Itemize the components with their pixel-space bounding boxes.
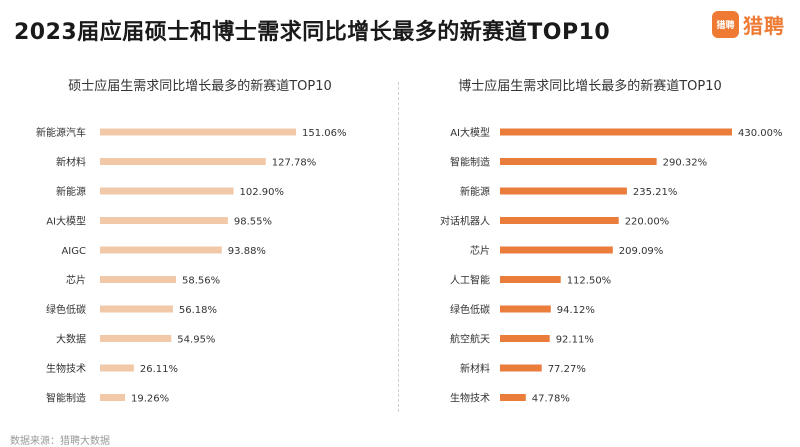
left-bar bbox=[100, 158, 266, 165]
left-category-label: 新能源汽车 bbox=[36, 126, 86, 139]
left-category-label: 新能源 bbox=[56, 185, 86, 198]
page-title: 2023届应届硕士和博士需求同比增长最多的新赛道TOP10 bbox=[14, 20, 611, 45]
left-category-label: 智能制造 bbox=[46, 392, 86, 405]
left-category-label: AIGC bbox=[61, 246, 86, 257]
left-bar bbox=[100, 128, 296, 136]
right-category-label: AI大模型 bbox=[450, 126, 490, 139]
right-category-label: 新材料 bbox=[460, 362, 490, 375]
right-bar bbox=[500, 276, 561, 283]
right-category-label: 智能制造 bbox=[450, 156, 490, 169]
left-category-label: AI大模型 bbox=[46, 215, 86, 228]
liepin-logo-icon: 猎聘 bbox=[712, 11, 739, 38]
left-category-label: 芯片 bbox=[66, 274, 86, 287]
left-value-label: 56.18% bbox=[179, 305, 217, 316]
right-bar bbox=[500, 305, 551, 313]
right-bar bbox=[500, 217, 619, 224]
left-bar bbox=[100, 276, 176, 283]
right-category-label: 新能源 bbox=[460, 185, 490, 198]
right-bar bbox=[500, 364, 542, 372]
left-value-label: 19.26% bbox=[131, 394, 169, 405]
right-value-label: 47.78% bbox=[532, 394, 570, 405]
right-category-label: 生物技术 bbox=[450, 392, 490, 405]
left-value-label: 58.56% bbox=[182, 276, 220, 287]
right-chart-title: 博士应届生需求同比增长最多的新赛道TOP10 bbox=[458, 78, 722, 94]
liepin-logo: 猎聘 猎聘 bbox=[712, 10, 785, 39]
right-value-label: 94.12% bbox=[557, 305, 595, 316]
left-bar bbox=[100, 187, 234, 195]
left-bar bbox=[100, 364, 134, 372]
chart-divider bbox=[398, 82, 399, 412]
data-source-note: 数据来源：猎聘大数据 bbox=[10, 436, 110, 447]
left-value-label: 93.88% bbox=[228, 246, 266, 257]
left-bar bbox=[100, 305, 173, 313]
right-category-label: 人工智能 bbox=[450, 274, 490, 287]
right-category-label: 航空航天 bbox=[450, 333, 490, 346]
right-value-label: 92.11% bbox=[556, 335, 594, 346]
right-category-label: 芯片 bbox=[470, 244, 490, 257]
left-bar bbox=[100, 217, 228, 224]
right-value-label: 77.27% bbox=[548, 364, 586, 375]
left-value-label: 54.95% bbox=[177, 335, 215, 346]
left-bar bbox=[100, 335, 172, 342]
left-category-label: 生物技术 bbox=[46, 362, 86, 375]
right-category-label: 绿色低碳 bbox=[450, 303, 490, 316]
left-value-label: 26.11% bbox=[140, 364, 178, 375]
right-bar bbox=[500, 187, 627, 195]
right-value-label: 430.00% bbox=[738, 128, 783, 139]
right-value-label: 209.09% bbox=[619, 246, 664, 257]
left-category-label: 大数据 bbox=[56, 333, 86, 346]
left-value-label: 127.78% bbox=[272, 158, 317, 169]
left-value-label: 102.90% bbox=[240, 187, 285, 198]
right-chart-doctors: 博士应届生需求同比增长最多的新赛道TOP10 AI大模型 430.00% 智能制造 2… bbox=[440, 78, 783, 405]
right-bar bbox=[500, 246, 613, 254]
right-bar bbox=[500, 394, 526, 401]
left-value-label: 98.55% bbox=[234, 217, 272, 228]
right-bar bbox=[500, 158, 657, 165]
logo-badge-text: 猎聘 bbox=[716, 21, 735, 31]
right-bar bbox=[500, 335, 550, 342]
right-value-label: 112.50% bbox=[567, 276, 612, 287]
left-category-label: 新材料 bbox=[56, 156, 86, 169]
right-value-label: 220.00% bbox=[625, 217, 670, 228]
left-bar bbox=[100, 394, 125, 401]
left-chart-title: 硕士应届生需求同比增长最多的新赛道TOP10 bbox=[68, 78, 332, 94]
right-bar bbox=[500, 128, 732, 136]
left-chart-masters: 硕士应届生需求同比增长最多的新赛道TOP10 新能源汽车 151.06% 新材料 12… bbox=[36, 78, 347, 405]
left-value-label: 151.06% bbox=[302, 128, 347, 139]
left-category-label: 绿色低碳 bbox=[46, 303, 86, 316]
logo-text: 猎聘 bbox=[743, 14, 785, 38]
right-category-label: 对话机器人 bbox=[440, 215, 490, 228]
right-value-label: 235.21% bbox=[633, 187, 678, 198]
right-value-label: 290.32% bbox=[663, 158, 708, 169]
left-bar bbox=[100, 246, 222, 254]
